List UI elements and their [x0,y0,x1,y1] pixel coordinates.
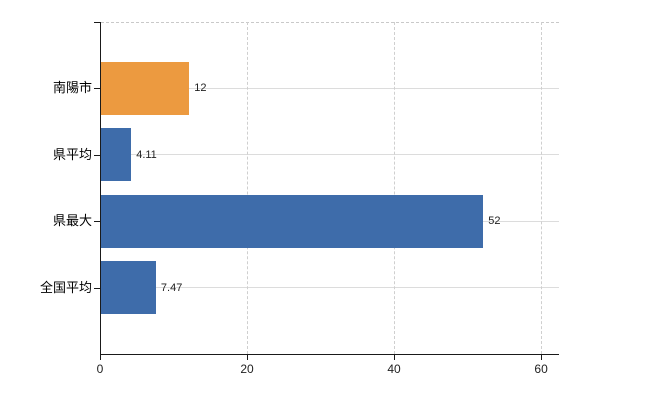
vertical-gridline [541,22,543,354]
horizontal-gridline [101,287,559,289]
bar [101,61,190,115]
x-axis-tick [394,354,396,360]
horizontal-gridline [101,87,559,89]
plot-top-border [101,22,559,23]
x-tick-label: 60 [534,362,548,376]
bar [101,194,484,248]
category-tick [94,88,100,90]
vertical-gridline [247,22,249,354]
x-tick-label: 0 [96,362,104,376]
bar [101,128,132,182]
x-tick-label: 40 [387,362,401,376]
category-label: 県最大 [52,213,92,229]
bar [101,261,156,315]
y-axis-top-tick [94,22,100,23]
x-tick-label: 20 [240,362,254,376]
category-label: 県平均 [52,146,92,162]
x-axis-tick [100,354,101,360]
category-axis: 南陽市県平均県最大全国平均 [0,22,92,354]
plot-area: 12 4.11 52 7.47 [101,22,559,354]
bar-value-label: 52 [488,215,501,228]
category-label: 全国平均 [39,279,92,295]
horizontal-gridline [101,154,559,156]
category-tick [94,221,100,223]
bar-value-label: 12 [194,82,207,95]
bar-value-label: 7.47 [160,281,183,294]
category-tick [94,287,100,289]
category-tick [94,154,100,156]
vertical-gridline [394,22,396,354]
category-label: 南陽市 [52,80,92,96]
bar-value-label: 4.11 [136,148,157,161]
x-axis-line [100,354,559,355]
x-axis-tick [541,354,543,360]
x-axis-tick [247,354,249,360]
y-axis-line [100,22,101,360]
